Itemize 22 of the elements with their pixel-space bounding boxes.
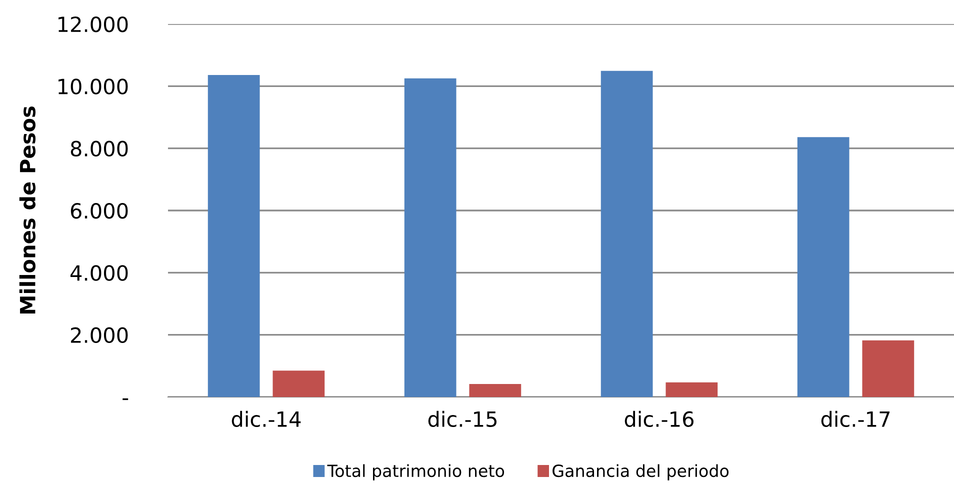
y-tick-label: 2.000 [70, 327, 128, 344]
x-tick-label: dic.-14 [232, 410, 301, 428]
y-axis-title: Millones de Pesos [19, 106, 36, 314]
y-tick-label: 10.000 [58, 78, 128, 94]
y-tick-label: 12.000 [58, 16, 128, 32]
bar [600, 70, 653, 397]
y-tick-label: 8.000 [70, 140, 128, 157]
bar [797, 137, 850, 397]
y-tick-label: - [122, 398, 128, 400]
legend-label: Total patrimonio neto [327, 464, 504, 480]
bar [272, 370, 325, 397]
bar [469, 384, 522, 397]
y-tick-label: 4.000 [70, 265, 128, 281]
bar [404, 78, 456, 397]
x-tick-label: dic.-16 [624, 410, 694, 428]
bar [666, 382, 718, 397]
legend-label: Ganancia del periodo [552, 464, 729, 480]
x-tick-label: dic.-15 [428, 410, 496, 428]
y-tick-label: 6.000 [70, 202, 128, 219]
x-tick-label: dic.-17 [821, 410, 890, 428]
bar [208, 74, 260, 397]
bar [862, 340, 914, 397]
